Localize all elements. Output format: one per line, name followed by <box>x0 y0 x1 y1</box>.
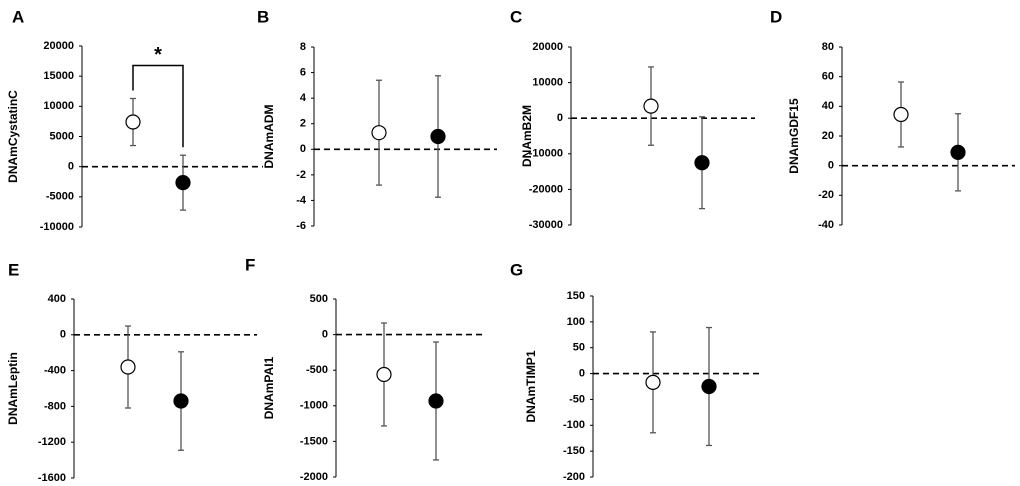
point <box>175 175 191 191</box>
y-tick-label: -10000 <box>40 221 74 233</box>
y-tick-label: -10000 <box>529 148 563 160</box>
point <box>125 114 141 130</box>
y-axis-label: DNAmPAI1 <box>262 356 276 419</box>
y-tick-label: -4 <box>296 194 307 206</box>
significance-label: * <box>154 44 162 66</box>
y-axis-label: DNAmTIMP1 <box>524 350 538 422</box>
point <box>371 125 387 141</box>
panel-letter: C <box>510 7 522 26</box>
y-tick-label: 0 <box>557 112 563 124</box>
panel-letter: D <box>770 7 782 26</box>
y-tick-label: 0 <box>60 329 66 341</box>
significance-bracket <box>132 64 184 148</box>
panel-letter: B <box>257 7 269 26</box>
y-tick-label: -100 <box>563 419 585 431</box>
y-tick-label: 60 <box>822 71 834 83</box>
panel-letter: G <box>510 260 523 279</box>
y-tick-label: 400 <box>48 293 66 305</box>
y-tick-label: 6 <box>300 66 306 78</box>
y-tick-label: -20 <box>818 189 834 201</box>
y-tick-label: 10000 <box>532 77 563 89</box>
point <box>893 106 909 123</box>
y-tick-label: 0 <box>828 160 834 172</box>
y-tick-label: -2 <box>296 169 306 181</box>
panel-letter: A <box>12 7 24 26</box>
y-tick-label: 20000 <box>532 41 563 53</box>
y-axis-label: DNAmB2M <box>520 105 534 167</box>
y-tick-label: -1000 <box>300 400 328 412</box>
point <box>950 144 966 160</box>
y-tick-label: 150 <box>567 290 585 302</box>
y-tick-label: 100 <box>567 316 585 328</box>
y-tick-label: -1600 <box>38 472 66 484</box>
point <box>428 393 444 409</box>
panel-letter: E <box>8 260 19 279</box>
y-tick-label: -1200 <box>38 436 66 448</box>
y-tick-label: 40 <box>822 100 834 112</box>
y-tick-label: 80 <box>822 41 834 53</box>
y-tick-label: 2 <box>300 118 306 130</box>
y-tick-label: -1500 <box>300 435 328 447</box>
y-tick-label: -200 <box>563 471 585 483</box>
point <box>645 374 661 390</box>
y-tick-label: -20000 <box>529 183 563 195</box>
y-tick-label: 50 <box>573 342 585 354</box>
y-tick-label: -30000 <box>529 219 563 231</box>
y-axis-label: DNAmCystatinC <box>6 90 20 183</box>
y-tick-label: -500 <box>306 364 328 376</box>
y-tick-label: 0 <box>300 143 306 155</box>
point <box>120 359 136 375</box>
point <box>701 378 717 395</box>
y-tick-label: 15000 <box>43 70 74 82</box>
point <box>376 366 392 383</box>
point <box>430 128 446 145</box>
y-tick-label: -50 <box>569 393 585 405</box>
y-axis-label: DNAmADM <box>262 105 276 169</box>
y-tick-label: 10000 <box>43 100 74 112</box>
point <box>694 155 710 171</box>
point <box>173 393 189 409</box>
y-tick-label: -5000 <box>46 191 74 203</box>
y-tick-label: -6 <box>296 220 306 232</box>
y-tick-label: 0 <box>579 367 585 379</box>
y-tick-label: 5000 <box>50 130 74 142</box>
y-axis-label: DNAmLeptin <box>6 352 20 425</box>
y-tick-label: -150 <box>563 445 585 457</box>
y-tick-label: -800 <box>44 400 66 412</box>
y-tick-label: -2000 <box>300 471 328 483</box>
y-tick-label: 0 <box>68 161 74 173</box>
y-tick-label: 4 <box>300 92 307 104</box>
y-tick-label: -40 <box>818 219 834 231</box>
y-tick-label: 0 <box>322 329 328 341</box>
y-tick-label: 20000 <box>43 40 74 52</box>
y-tick-label: 500 <box>310 293 328 305</box>
panel-letter: F <box>245 255 255 274</box>
y-axis-label: DNAmGDF15 <box>787 98 801 174</box>
point <box>643 98 659 114</box>
y-tick-label: 20 <box>822 130 834 142</box>
y-tick-label: 8 <box>300 41 306 53</box>
y-tick-label: -400 <box>44 365 66 377</box>
